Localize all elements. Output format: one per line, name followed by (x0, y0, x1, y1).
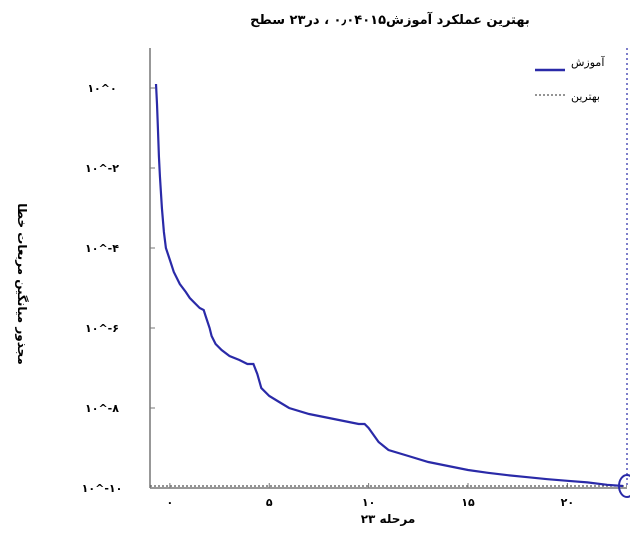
x-tick-label: ۱۰ (362, 496, 375, 509)
legend-label-train: آموزش (571, 55, 605, 69)
y-axis-ticks: ۱۰^۰ ۱۰^-۲ ۱۰^-۴ ۱۰^-۶ ۱۰^-۸ ۱۰^-۱۰ (82, 82, 155, 495)
x-tick-label: ۲۰ (561, 496, 574, 509)
y-axis-label: مجذور میانگین مربعات خطا (14, 203, 29, 365)
y-tick-label: ۱۰^-۶ (85, 322, 119, 335)
y-tick-label: ۱۰^۰ (87, 82, 116, 95)
x-tick-label: ۰ (167, 496, 174, 509)
y-tick-label: ۱۰^-۴ (85, 242, 119, 255)
y-tick-label: ۱۰^-۱۰ (82, 482, 123, 495)
best-point-marker (618, 474, 630, 498)
x-axis-label: مرحله ۲۳ (361, 512, 416, 526)
train-series-line (154, 83, 624, 488)
y-tick-label: ۱۰^-۸ (85, 402, 119, 415)
y-tick-label: ۱۰^-۲ (85, 162, 119, 175)
x-axis-ticks: ۰ ۵ ۱۰ ۱۵ ۲۰ (167, 483, 574, 509)
legend: آموزش بهترین (535, 55, 605, 103)
x-tick-label: ۱۵ (461, 496, 475, 509)
chart-title: بهترین عملکرد آموزش۰٫۰۴۰۱۵ ، در۲۳ سطح (250, 11, 530, 28)
plot-area (149, 48, 628, 489)
legend-label-best: بهترین (571, 90, 600, 103)
x-tick-label: ۵ (266, 496, 273, 509)
